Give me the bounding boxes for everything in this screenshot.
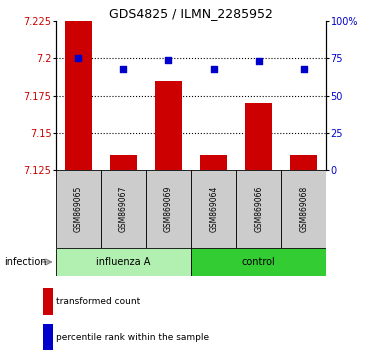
Point bbox=[75, 56, 81, 61]
Title: GDS4825 / ILMN_2285952: GDS4825 / ILMN_2285952 bbox=[109, 7, 273, 20]
Bar bbox=[200, 155, 227, 170]
Bar bbox=[56, 248, 191, 276]
Text: percentile rank within the sample: percentile rank within the sample bbox=[56, 332, 209, 342]
Bar bbox=[65, 21, 92, 170]
Text: influenza A: influenza A bbox=[96, 257, 151, 267]
Bar bbox=[155, 81, 182, 170]
Bar bbox=[43, 324, 53, 350]
Point bbox=[165, 57, 171, 63]
Bar bbox=[191, 170, 236, 248]
Bar bbox=[281, 170, 326, 248]
Bar bbox=[191, 248, 326, 276]
Text: control: control bbox=[242, 257, 276, 267]
Text: GSM869064: GSM869064 bbox=[209, 185, 218, 232]
Bar bbox=[290, 155, 318, 170]
Bar bbox=[110, 155, 137, 170]
Bar bbox=[101, 170, 146, 248]
Text: infection: infection bbox=[4, 257, 46, 267]
Text: GSM869068: GSM869068 bbox=[299, 186, 308, 232]
Bar bbox=[146, 170, 191, 248]
Text: GSM869066: GSM869066 bbox=[254, 185, 263, 232]
Point bbox=[211, 66, 217, 72]
Bar bbox=[56, 170, 101, 248]
Text: GSM869065: GSM869065 bbox=[74, 185, 83, 232]
Text: GSM869067: GSM869067 bbox=[119, 185, 128, 232]
Bar bbox=[43, 288, 53, 315]
Point bbox=[121, 66, 127, 72]
Point bbox=[256, 58, 262, 64]
Bar bbox=[236, 170, 281, 248]
Text: GSM869069: GSM869069 bbox=[164, 185, 173, 232]
Point bbox=[301, 66, 307, 72]
Bar bbox=[245, 103, 272, 170]
Text: transformed count: transformed count bbox=[56, 297, 140, 306]
